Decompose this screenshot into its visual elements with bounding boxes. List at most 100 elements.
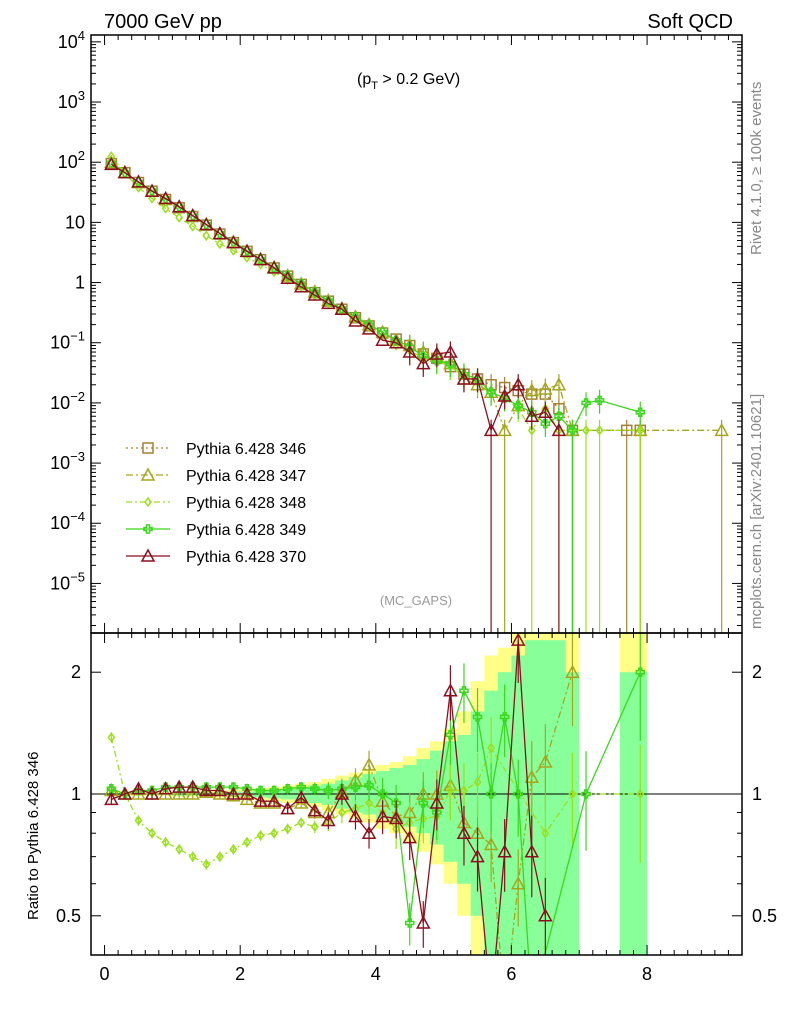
main-point [158, 190, 173, 205]
main-point [280, 270, 295, 284]
ratio-point [416, 915, 431, 929]
main-point [202, 230, 211, 241]
ratio-point [269, 785, 279, 796]
main-point [594, 395, 605, 406]
legend: Pythia 6.428 346 Pythia 6.428 347 Pythia 6… [126, 441, 306, 566]
main-series-line [110, 161, 722, 432]
main-point [377, 327, 388, 337]
main-point [635, 407, 646, 417]
main-point [540, 419, 551, 429]
main-point [334, 301, 350, 316]
ratio-point [497, 844, 512, 858]
main-point [226, 235, 241, 249]
ratio-point [253, 793, 268, 807]
main-point [104, 156, 119, 171]
ratio-point [171, 779, 187, 793]
main-point [538, 381, 553, 395]
main-point [551, 377, 567, 391]
main-point [388, 335, 404, 349]
y-tick-label: 10−1 [50, 329, 85, 353]
ratio-point [185, 786, 200, 800]
cut-annotation: (pT > 0.2 GeV) [357, 71, 460, 92]
y-tick-label: 102 [58, 148, 85, 172]
ratio-point [310, 784, 320, 794]
ratio-point [460, 785, 468, 796]
main-point [524, 408, 540, 422]
ratio-y-tick-label: 1 [71, 784, 81, 804]
ratio-point [446, 785, 455, 796]
ratio-y-tick-label-right: 2 [752, 662, 762, 682]
main-series-line [111, 163, 560, 433]
ratio-point [293, 789, 309, 804]
ratio-point [472, 712, 483, 722]
main-point [253, 252, 268, 266]
ratio-point [361, 825, 377, 839]
ratio-point [229, 844, 238, 855]
ratio-point [348, 808, 363, 823]
y-tick-label: 10−3 [50, 449, 85, 473]
ratio-point [212, 786, 228, 800]
main-point [161, 203, 170, 214]
ratio-point [524, 769, 540, 784]
ratio-point [499, 712, 510, 722]
ratio-point [487, 742, 496, 754]
mcplots-label: mcplots.cern.ch [arXiv:2401.10621] [748, 394, 765, 629]
main-point [388, 332, 404, 346]
ratio-point [253, 795, 268, 809]
ratio-ylabel: Ratio to Pythia 6.428 346 [25, 752, 42, 920]
ratio-series-line [111, 672, 574, 955]
ratio-point [117, 786, 133, 800]
y-tick-label: 1 [75, 273, 85, 293]
legend-label: Pythia 6.428 346 [186, 441, 306, 458]
main-point [131, 174, 146, 188]
ratio-point [483, 836, 499, 851]
main-point [117, 165, 133, 179]
ratio-point [459, 685, 469, 696]
legend-marker [143, 524, 153, 534]
main-point [293, 279, 309, 293]
main-series-group [104, 151, 729, 633]
ratio-point [538, 908, 553, 922]
main-point [527, 425, 536, 436]
ratio-point [470, 849, 485, 863]
x-tick-label: 0 [100, 964, 110, 984]
ratio-point [283, 823, 292, 835]
x-tick-label: 8 [642, 964, 652, 984]
ratio-point [148, 827, 156, 839]
ratio-point [541, 827, 550, 839]
ratio-point [307, 803, 323, 817]
ratio-point [255, 785, 266, 796]
ratio-point [443, 683, 458, 697]
ratio-point [104, 791, 119, 806]
main-point [307, 287, 323, 301]
legend-marker [140, 548, 156, 562]
ratio-point [239, 786, 255, 800]
ratio-point [175, 844, 184, 855]
ratio-point [350, 782, 361, 792]
ratio-point [107, 732, 116, 743]
ratio-point [282, 784, 293, 794]
ratio-point [635, 667, 646, 677]
y-tick-label: 104 [58, 28, 85, 52]
ratio-point [499, 1000, 511, 1011]
main-point [321, 293, 336, 307]
ratio-point [131, 781, 146, 795]
ratio-point [226, 788, 241, 802]
ratio-point [524, 844, 540, 858]
header-left-title: 7000 GeV pp [104, 11, 222, 33]
main-point [199, 216, 214, 231]
ratio-point [310, 821, 319, 832]
main-point [551, 422, 567, 437]
main-point [456, 371, 472, 385]
main-point [554, 411, 564, 421]
ratio-series-group [91, 633, 742, 1011]
ratio-point [365, 797, 373, 809]
ratio-point [296, 782, 306, 792]
ratio-y-tick-label: 0.5 [56, 906, 81, 926]
main-point [175, 212, 184, 223]
ratio-point [144, 786, 160, 800]
main-point [107, 151, 116, 162]
ratio-point [256, 830, 265, 841]
band-green-bin [619, 672, 648, 955]
main-point [375, 332, 390, 346]
